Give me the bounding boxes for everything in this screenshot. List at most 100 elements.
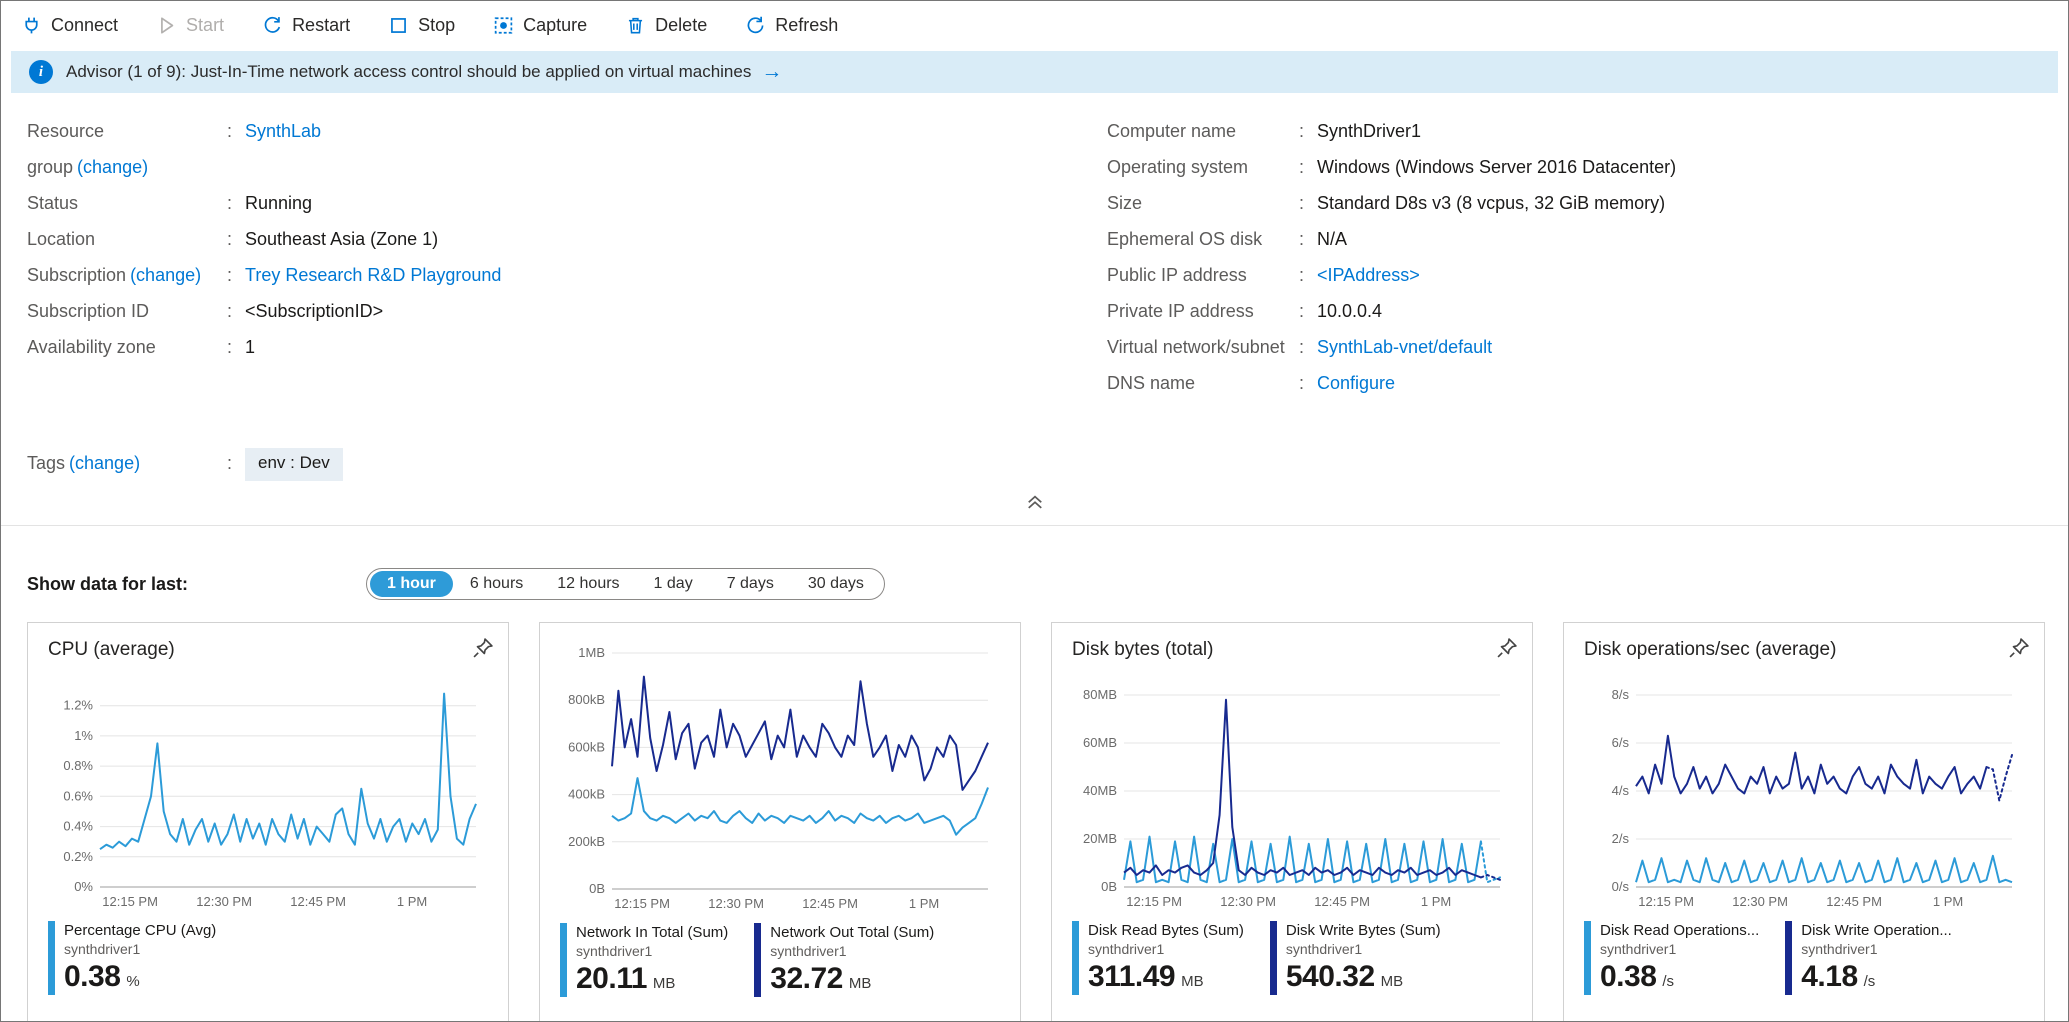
svg-text:40MB: 40MB: [1083, 783, 1117, 798]
time-option-1-hour[interactable]: 1 hour: [370, 571, 453, 597]
legend-entry: Disk Write Operation... synthdriver1 4.1…: [1785, 921, 1952, 995]
refresh-button[interactable]: Refresh: [745, 15, 838, 36]
time-option-1-day[interactable]: 1 day: [653, 575, 693, 592]
detail-row-subscription: Subscription (change) : Trey Research R&D…: [27, 257, 1107, 293]
cpu-chart-title: CPU (average): [48, 639, 175, 660]
cpu-legend: Percentage CPU (Avg) synthdriver1 0.38%: [48, 921, 488, 995]
svg-text:1MB: 1MB: [578, 645, 605, 660]
dns-name-configure-link[interactable]: Configure: [1317, 373, 1396, 393]
legend-value: 0.38: [64, 960, 121, 993]
legend-metric: Disk Read Bytes (Sum): [1088, 922, 1244, 939]
restart-button[interactable]: Restart: [262, 15, 350, 36]
svg-text:0/s: 0/s: [1612, 879, 1630, 894]
essentials-right-column: Computer name : SynthDriver1 Operating s…: [1107, 113, 2042, 481]
detail-row-subscription-id: Subscription ID : <SubscriptionID>: [27, 293, 1107, 329]
advisor-recommendation-link[interactable]: Advisor (1 of 9): Just-In-Time network a…: [66, 60, 782, 84]
tag-chip-env-dev[interactable]: env : Dev: [245, 448, 343, 481]
tags-change-link[interactable]: (change): [69, 453, 141, 473]
legend-resource: synthdriver1: [1600, 941, 1677, 957]
colon: :: [1299, 301, 1305, 321]
time-option-12-hours[interactable]: 12 hours: [557, 575, 620, 592]
public-ip-label: Public IP address: [1107, 265, 1247, 285]
svg-text:20MB: 20MB: [1083, 831, 1117, 846]
svg-text:2/s: 2/s: [1612, 831, 1630, 846]
delete-icon: [625, 15, 646, 36]
chart-card-disk-operations: Disk operations/sec (average) 0/s 2/s 4/s 6…: [1563, 622, 2045, 1021]
legend-value: 540.32: [1285, 960, 1375, 993]
svg-text:1 PM: 1 PM: [1421, 894, 1451, 909]
location-label: Location: [27, 229, 96, 249]
time-option-7-days[interactable]: 7 days: [726, 575, 774, 592]
cpu-chart[interactable]: 0% 0.2% 0.4% 0.6% 0.8% 1% 1.2% 12:15 PM 12:30 PM…: [48, 673, 488, 913]
advisor-text: Advisor (1 of 9): Just-In-Time network a…: [66, 62, 752, 81]
svg-text:60MB: 60MB: [1083, 735, 1117, 750]
vnet-subnet-value-link[interactable]: SynthLab-vnet/default: [1317, 337, 1493, 357]
pin-icon[interactable]: [472, 637, 494, 664]
ephemeral-os-disk-value: N/A: [1317, 229, 1348, 249]
colon: :: [227, 453, 233, 473]
capture-icon: [493, 15, 514, 36]
chart-card-network: 0B 200kB 400kB 600kB 800kB 1MB 12:15 PM 12:30 P…: [539, 622, 1021, 1021]
delete-label: Delete: [655, 14, 708, 35]
tags-label: Tags: [27, 453, 66, 473]
ephemeral-os-disk-label: Ephemeral OS disk: [1107, 229, 1263, 249]
resource-group-change-link[interactable]: (change): [77, 157, 149, 177]
status-label: Status: [27, 193, 79, 213]
svg-text:4/s: 4/s: [1612, 783, 1630, 798]
time-range-row: Show data for last: 1 hour 6 hours 12 ho…: [1, 568, 2068, 600]
svg-text:0B: 0B: [589, 881, 605, 896]
disk-operations-legend: Disk Read Operations... synthdriver1 0.3…: [1584, 921, 2024, 995]
collapse-essentials-chevron-icon[interactable]: [1025, 491, 1045, 511]
time-option-6-hours[interactable]: 6 hours: [469, 575, 524, 592]
disk-bytes-chart[interactable]: 0B 20MB 40MB 60MB 80MB 12:15 PM 12:30 PM 12:45 …: [1072, 673, 1512, 913]
disk-operations-chart-title: Disk operations/sec (average): [1584, 639, 1837, 660]
legend-unit: %: [126, 973, 140, 990]
subscription-change-link[interactable]: (change): [130, 265, 202, 285]
subscription-value-link[interactable]: Trey Research R&D Playground: [245, 265, 502, 285]
svg-text:12:15 PM: 12:15 PM: [614, 896, 670, 911]
colon: :: [227, 301, 233, 321]
subscription-id-label: Subscription ID: [27, 301, 150, 321]
time-option-30-days[interactable]: 30 days: [807, 575, 864, 592]
legend-metric: Network Out Total (Sum): [770, 924, 935, 941]
computer-name-label: Computer name: [1107, 121, 1237, 141]
svg-text:12:45 PM: 12:45 PM: [1314, 894, 1370, 909]
svg-text:600kB: 600kB: [568, 739, 605, 754]
legend-unit: /s: [1662, 973, 1675, 990]
legend-unit: MB: [1380, 973, 1404, 990]
legend-resource: synthdriver1: [770, 943, 847, 959]
connect-icon: [21, 15, 42, 36]
legend-color-bar: [48, 921, 55, 995]
detail-row-size: Size : Standard D8s v3 (8 vcpus, 32 GiB …: [1107, 185, 2042, 221]
resource-group-value-link[interactable]: SynthLab: [245, 121, 322, 141]
start-button: Start: [156, 15, 224, 36]
disk-operations-chart[interactable]: 0/s 2/s 4/s 6/s 8/s 12:15 PM 12:30 PM 12:45 PM 1…: [1584, 673, 2024, 913]
pin-icon[interactable]: [2008, 637, 2030, 664]
capture-button[interactable]: Capture: [493, 15, 587, 36]
legend-entry: Percentage CPU (Avg) synthdriver1 0.38%: [48, 921, 216, 995]
legend-color-bar: [560, 923, 567, 997]
size-label: Size: [1107, 193, 1143, 213]
pin-icon[interactable]: [1496, 637, 1518, 664]
colon: :: [1299, 157, 1305, 177]
chart-card-disk-bytes: Disk bytes (total) 0B 20MB 40MB 60MB 80MB 12:…: [1051, 622, 1533, 1021]
public-ip-value-link[interactable]: <IPAddress>: [1317, 265, 1420, 285]
stop-button[interactable]: Stop: [388, 15, 455, 36]
legend-metric: Disk Read Operations...: [1600, 922, 1760, 939]
disk-bytes-chart-title: Disk bytes (total): [1072, 639, 1214, 660]
subscription-id-value: <SubscriptionID>: [245, 301, 384, 321]
colon: :: [227, 265, 233, 285]
detail-row-vnet-subnet: Virtual network/subnet : SynthLab-vnet/d…: [1107, 329, 2042, 365]
svg-text:0%: 0%: [74, 879, 93, 894]
delete-button[interactable]: Delete: [625, 15, 707, 36]
detail-row-dns-name: DNS name : Configure: [1107, 365, 2042, 401]
legend-value: 4.18: [1801, 960, 1858, 993]
svg-text:0.2%: 0.2%: [63, 849, 93, 864]
network-chart[interactable]: 0B 200kB 400kB 600kB 800kB 1MB 12:15 PM 12:30 P…: [560, 643, 1000, 915]
svg-text:1.2%: 1.2%: [63, 698, 93, 713]
svg-text:800kB: 800kB: [568, 692, 605, 707]
capture-label: Capture: [523, 14, 588, 35]
connect-button[interactable]: Connect: [21, 15, 118, 36]
svg-text:12:45 PM: 12:45 PM: [802, 896, 858, 911]
